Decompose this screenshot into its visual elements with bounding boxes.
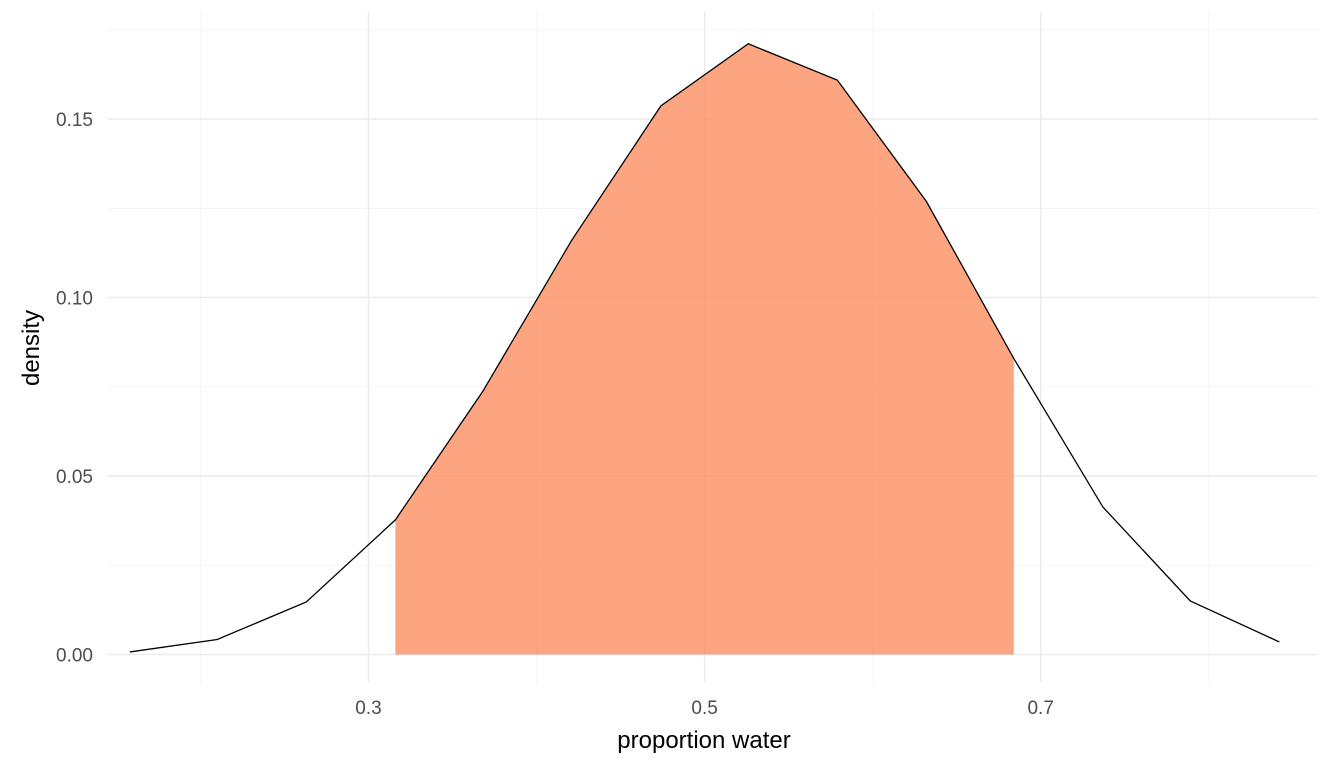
y-tick-label: 0.05 (56, 467, 93, 488)
y-tick-label: 0.15 (56, 110, 93, 131)
shaded-interval-area (395, 43, 1014, 655)
x-tick-label: 0.5 (691, 698, 717, 719)
density-curve (129, 43, 1280, 653)
y-tick-label: 0.00 (56, 645, 93, 666)
x-axis-tick-labels: 0.3 0.5 0.7 (355, 698, 1054, 719)
x-tick-label: 0.7 (1027, 698, 1053, 719)
y-axis-title: density (18, 310, 45, 386)
y-tick-label: 0.10 (56, 289, 93, 310)
interval-area (395, 43, 1014, 655)
x-tick-label: 0.3 (355, 698, 381, 719)
y-axis-tick-labels: 0.00 0.05 0.10 0.15 (56, 110, 93, 666)
x-axis-title: proportion water (617, 727, 790, 754)
density-line (129, 43, 1280, 653)
